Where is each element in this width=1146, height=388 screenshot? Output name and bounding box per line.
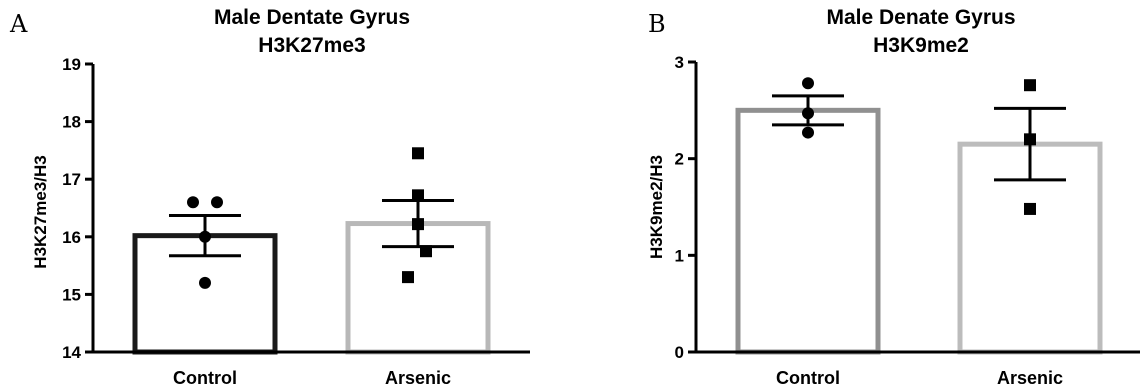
chart-a-ytick-label: 16 — [62, 228, 81, 247]
panel-letter-b: B — [648, 10, 666, 38]
chart-b-plot: 0 1 2 3 Control Arsenic — [675, 53, 1140, 388]
chart-a-point — [199, 230, 211, 243]
chart-b-point — [802, 107, 814, 120]
chart-a-category-label: Arsenic — [385, 368, 451, 388]
chart-b-point — [802, 126, 814, 139]
chart-b-bar-control — [735, 107, 881, 355]
chart-b-subtitle: H3K9me2 — [873, 34, 969, 57]
panel-letter-a: A — [9, 10, 28, 38]
chart-b-category-label: Control — [776, 368, 840, 388]
chart-a-ytick-label: 15 — [62, 285, 81, 304]
chart-a-point — [420, 245, 432, 258]
chart-a-category-label: Control — [173, 368, 237, 388]
chart-a-subtitle: H3K27me3 — [258, 34, 365, 57]
chart-a-ytick-label: 14 — [62, 343, 81, 362]
chart-b-point — [1024, 133, 1036, 146]
chart-b-ytick-label: 3 — [675, 53, 684, 72]
chart-a-ylabel: H3K27me3/H3 — [31, 155, 50, 268]
chart-a-point — [402, 271, 414, 284]
panel-b: B Male Denate Gyrus H3K9me2 H3K9me2/H3 0… — [647, 6, 1140, 388]
chart-b-ytick-label: 1 — [675, 246, 684, 265]
chart-b-ytick-label: 0 — [675, 343, 684, 362]
chart-b-point — [1024, 202, 1036, 215]
chart-a-point — [187, 196, 199, 209]
chart-a-point — [412, 147, 424, 160]
chart-a-plot: 14 15 16 17 18 19 Control Arsenic — [62, 55, 530, 388]
chart-a-point — [412, 218, 424, 231]
chart-b-point — [802, 77, 814, 90]
chart-b-ytick-label: 2 — [675, 150, 684, 169]
chart-a-title: Male Dentate Gyrus — [214, 6, 410, 29]
panel-a: A Male Dentate Gyrus H3K27me3 H3K27me3/H… — [9, 6, 530, 388]
chart-a-point — [211, 196, 223, 209]
chart-a-ytick-label: 17 — [62, 170, 81, 189]
chart-b-title: Male Denate Gyrus — [826, 6, 1015, 29]
chart-b-ylabel: H3K9me2/H3 — [647, 155, 666, 259]
chart-a-point — [412, 189, 424, 202]
chart-a-point — [199, 276, 211, 289]
chart-b-point — [1024, 79, 1036, 92]
chart-a-ytick-label: 18 — [62, 113, 81, 132]
chart-b-category-label: Arsenic — [997, 368, 1063, 388]
chart-a-ytick-label: 19 — [62, 55, 81, 74]
